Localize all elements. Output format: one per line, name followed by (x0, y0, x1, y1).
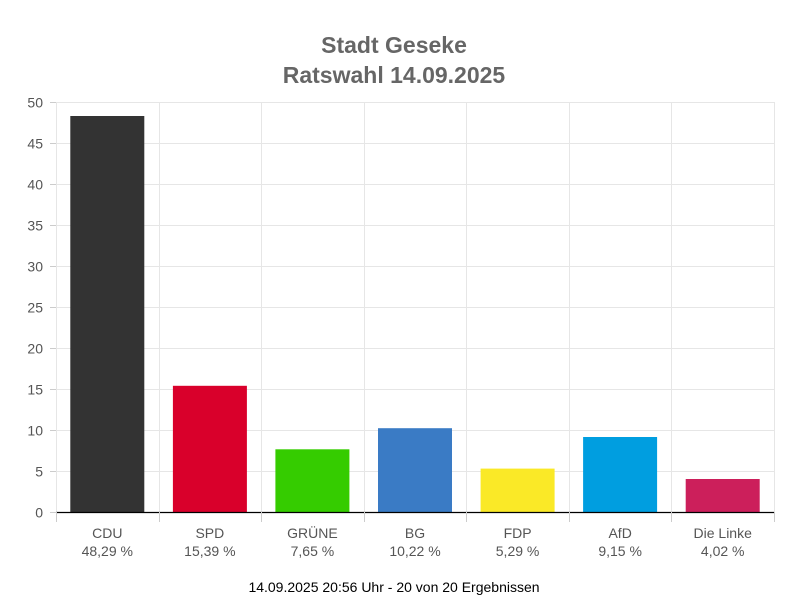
y-tick-label: 5 (35, 464, 43, 480)
value-label: 48,29 % (82, 543, 133, 559)
category-label: SPD (195, 525, 224, 541)
value-label: 9,15 % (598, 543, 642, 559)
value-label: 4,02 % (701, 543, 745, 559)
bar-bg (378, 428, 452, 512)
bars (70, 116, 760, 512)
y-tick-label: 45 (27, 136, 43, 152)
y-tick-label: 30 (27, 259, 43, 275)
y-tick-label: 35 (27, 218, 43, 234)
y-tick-label: 15 (27, 382, 43, 398)
bar-die-linke (685, 479, 760, 512)
category-label: CDU (92, 525, 122, 541)
value-label: 7,65 % (291, 543, 335, 559)
category-label: Die Linke (694, 525, 753, 541)
axes (50, 102, 775, 522)
y-tick-label: 20 (27, 341, 43, 357)
y-tick-label: 40 (27, 177, 43, 193)
grid (56, 102, 775, 512)
category-label: BG (405, 525, 425, 541)
value-label: 15,39 % (184, 543, 235, 559)
y-tick-label: 10 (27, 423, 43, 439)
chart-subtitle: Ratswahl 14.09.2025 (282, 62, 506, 88)
bar-fdp (480, 468, 555, 512)
category-label: FDP (504, 525, 532, 541)
bar-afd (583, 437, 658, 512)
value-label: 5,29 % (496, 543, 540, 559)
bar-spd (172, 385, 247, 512)
y-tick-label: 0 (35, 505, 43, 521)
chart-title: Stadt Geseke (321, 32, 467, 58)
category-label: AfD (608, 525, 631, 541)
bar-grüne (275, 449, 350, 512)
y-tick-label: 25 (27, 300, 43, 316)
category-label: GRÜNE (287, 524, 338, 541)
y-tick-label: 50 (27, 95, 43, 111)
labels: 0 5 10 15 20 25 30 35 40 45 50 CDU 48,29 % SPD 15,39 %… (27, 95, 752, 560)
footer-status: 14.09.2025 20:56 Uhr - 20 von 20 Ergebni… (248, 579, 540, 595)
bar-cdu (70, 116, 145, 512)
value-label: 10,22 % (389, 543, 440, 559)
